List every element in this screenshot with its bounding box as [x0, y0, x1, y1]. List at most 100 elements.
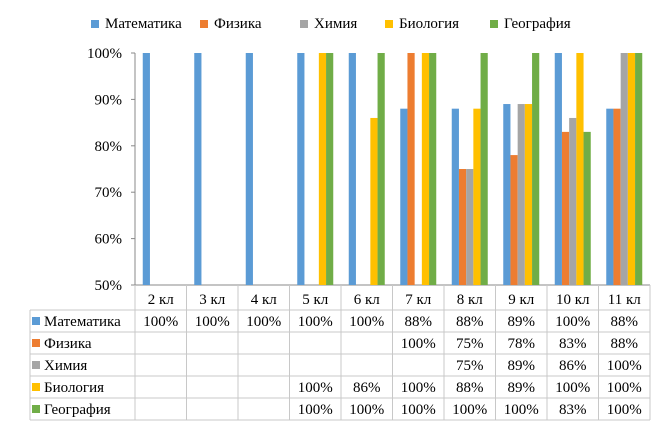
x-tick-label-5: 6 кл [354, 292, 381, 308]
table-row-label-3: Химия [44, 358, 87, 374]
bar-1-8 [503, 104, 511, 285]
data-label-4-4: 100% [298, 380, 333, 396]
x-tick-label-8: 9 кл [508, 292, 535, 308]
legend-swatch-2 [200, 20, 208, 28]
bar-3-10 [620, 53, 628, 285]
y-tick-label: 70% [95, 185, 123, 201]
data-label-2-9: 83% [559, 336, 587, 352]
legend-swatch-3 [300, 20, 308, 28]
x-tick-label-4: 5 кл [302, 292, 329, 308]
bar-1-6 [400, 108, 408, 286]
bar-2-8 [510, 155, 518, 285]
table-row-swatch-1 [32, 317, 40, 325]
bar-4-6 [421, 53, 430, 285]
bar-1-7 [451, 108, 459, 286]
bar-4-10 [627, 53, 636, 285]
x-tick-label-10: 11 кл [608, 292, 641, 308]
bar-1-2 [194, 53, 202, 285]
table-row-label-1: Математика [44, 314, 121, 330]
table-row-swatch-3 [32, 361, 40, 369]
bar-2-6 [407, 53, 415, 285]
legend-swatch-5 [490, 20, 498, 28]
data-label-3-9: 86% [559, 358, 587, 374]
data-label-2-7: 75% [456, 336, 484, 352]
data-label-3-8: 89% [508, 358, 536, 374]
data-label-4-6: 100% [401, 380, 436, 396]
bar-1-9 [554, 53, 562, 285]
bar-3-8 [517, 104, 525, 285]
legend-swatch-4 [385, 20, 393, 28]
data-label-5-7: 100% [452, 402, 487, 418]
bar-5-5 [377, 53, 385, 285]
table-row-label-5: География [44, 402, 111, 418]
x-tick-label-2: 3 кл [199, 292, 226, 308]
bar-5-10 [635, 53, 643, 285]
data-label-5-6: 100% [401, 402, 436, 418]
bar-3-9 [569, 117, 577, 286]
x-tick-label-6: 7 кл [405, 292, 432, 308]
x-tick-label-7: 8 кл [457, 292, 484, 308]
data-label-1-3: 100% [246, 314, 281, 330]
bar-5-8 [532, 53, 540, 285]
data-label-1-9: 100% [555, 314, 590, 330]
bar-4-8 [524, 104, 533, 285]
x-tick-label-3: 4 кл [251, 292, 278, 308]
data-label-1-2: 100% [195, 314, 230, 330]
bar-1-1 [142, 53, 150, 285]
data-label-2-6: 100% [401, 336, 436, 352]
bar-1-3 [245, 53, 253, 285]
bar-5-4 [326, 53, 334, 285]
data-label-4-9: 100% [555, 380, 590, 396]
y-tick-label: 100% [87, 46, 122, 62]
bar-4-7 [473, 108, 481, 286]
bar-1-5 [348, 53, 356, 285]
bar-2-7 [458, 169, 467, 285]
bar-4-5 [370, 117, 378, 286]
legend-swatch-1 [91, 20, 99, 28]
bar-5-7 [480, 53, 488, 285]
bar-2-10 [613, 108, 621, 286]
x-tick-label-1: 2 кл [148, 292, 175, 308]
bar-1-10 [606, 108, 614, 286]
data-label-2-8: 78% [508, 336, 536, 352]
data-label-1-1: 100% [143, 314, 178, 330]
bar-2-9 [561, 131, 570, 285]
y-tick-label: 50% [95, 278, 123, 294]
data-label-5-8: 100% [504, 402, 539, 418]
data-label-1-4: 100% [298, 314, 333, 330]
table-row-swatch-4 [32, 383, 40, 391]
bar-5-9 [583, 131, 591, 285]
y-tick-label: 60% [95, 232, 123, 248]
data-label-2-10: 88% [611, 336, 639, 352]
data-label-5-9: 83% [559, 402, 587, 418]
y-tick-label: 80% [95, 139, 123, 155]
legend-label-1: Математика [105, 16, 182, 32]
bar-4-9 [576, 53, 584, 285]
data-label-4-7: 88% [456, 380, 484, 396]
data-label-1-10: 88% [611, 314, 639, 330]
data-label-1-7: 88% [456, 314, 484, 330]
data-label-1-8: 89% [508, 314, 536, 330]
legend-label-4: Биология [399, 16, 459, 32]
bar-1-4 [297, 53, 305, 285]
legend-label-3: Химия [314, 16, 357, 32]
table-row-swatch-2 [32, 339, 40, 347]
bar-3-7 [466, 169, 474, 285]
legend-label-2: Физика [214, 16, 262, 32]
legend-label-5: География [504, 16, 571, 32]
table-row-swatch-5 [32, 405, 40, 413]
top-edge [20, 0, 630, 3]
data-label-4-10: 100% [607, 380, 642, 396]
x-tick-label-9: 10 кл [556, 292, 590, 308]
table-row-label-2: Физика [44, 336, 92, 352]
data-label-1-5: 100% [349, 314, 384, 330]
data-label-4-5: 86% [353, 380, 381, 396]
table-row-label-4: Биология [44, 380, 104, 396]
data-label-3-7: 75% [456, 358, 484, 374]
data-label-5-4: 100% [298, 402, 333, 418]
data-label-4-8: 89% [508, 380, 536, 396]
bar-4-4 [318, 53, 327, 285]
data-label-3-10: 100% [607, 358, 642, 374]
data-label-1-6: 88% [405, 314, 433, 330]
